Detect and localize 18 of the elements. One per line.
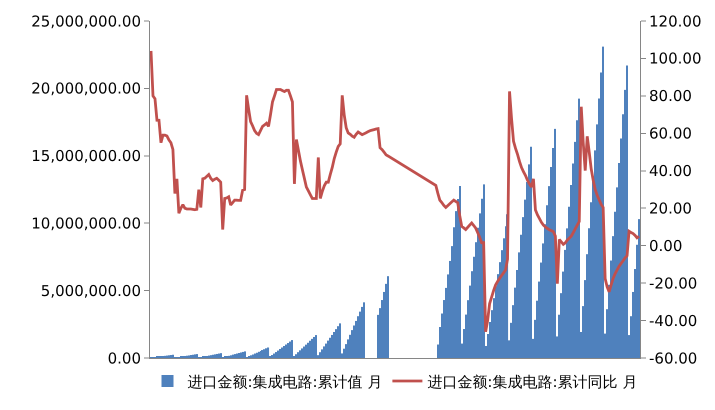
y2-tick-label: 40.00 [649, 162, 692, 180]
y2-tick-label: -20.00 [649, 274, 698, 292]
y-tick-label: 5,000,000.00 [40, 282, 141, 300]
y2-tick-label: 0.00 [649, 236, 682, 255]
y2-tick-label: -40.00 [649, 312, 698, 330]
y-tick-label: 25,000,000.00 [31, 12, 141, 30]
y2-tick-label: 80.00 [649, 87, 692, 106]
y2-tick-label: 100.00 [649, 50, 702, 68]
y-tick-label: 10,000,000.00 [31, 214, 141, 232]
legend-label: 进口金额:集成电路:累计值 月 [188, 372, 382, 391]
y-tick-label: 0.00 [108, 349, 141, 368]
y2-tick-label: 60.00 [649, 124, 692, 143]
y2-tick-label: -60.00 [649, 349, 698, 368]
y-tick-label: 15,000,000.00 [31, 147, 141, 166]
y2-tick-label: 20.00 [649, 199, 692, 218]
y-tick-label: 20,000,000.00 [31, 80, 141, 98]
legend-label: 进口金额:集成电路:累计同比 月 [427, 372, 638, 391]
y2-tick-label: 120.00 [649, 12, 702, 30]
